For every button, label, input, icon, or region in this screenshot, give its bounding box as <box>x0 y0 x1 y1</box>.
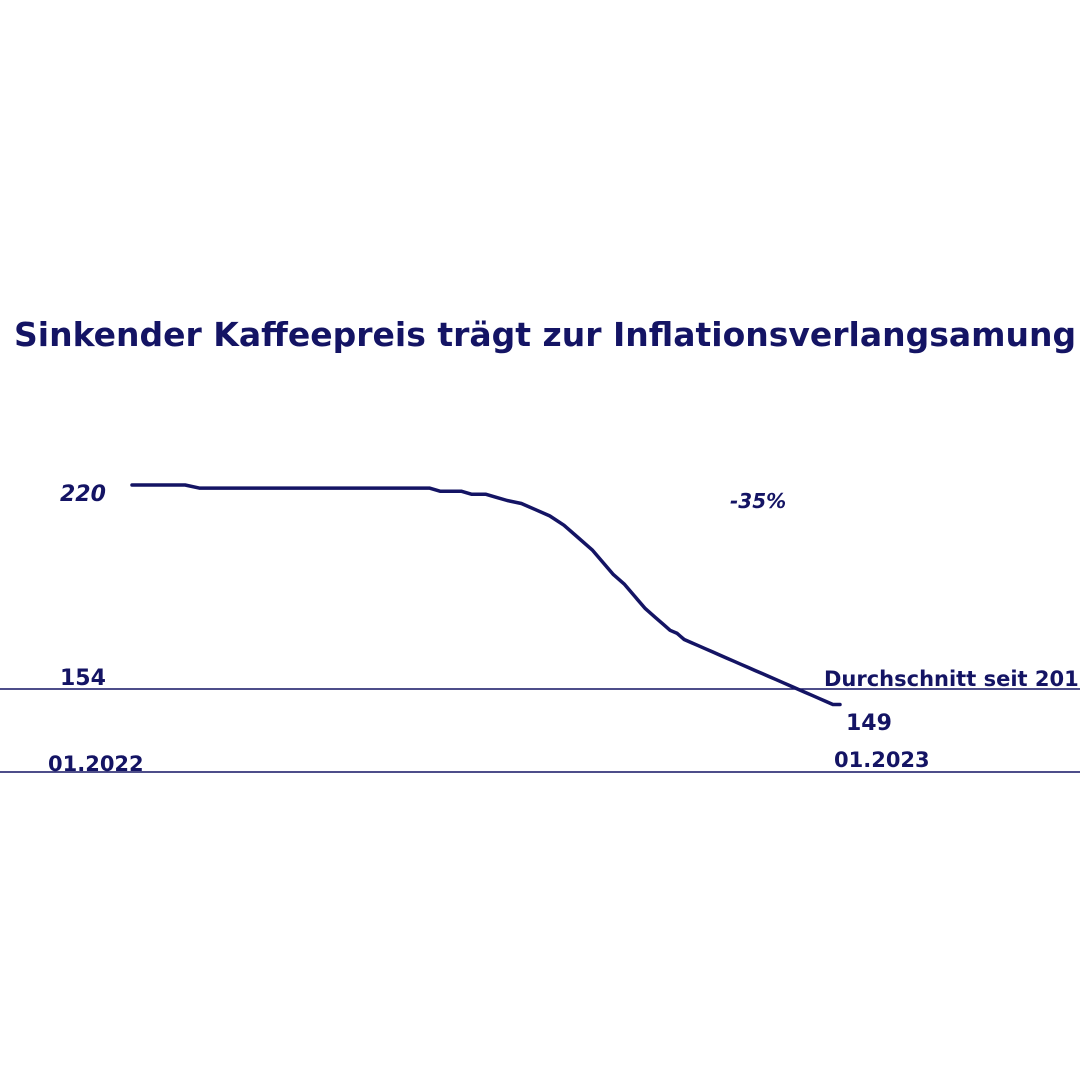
price-series-line <box>130 483 842 707</box>
chart-title: Sinkender Kaffeepreis trägt zur Inflatio… <box>14 315 1080 354</box>
reference-value-label: 154 <box>60 666 106 691</box>
x-start-label: 01.2022 <box>48 752 144 776</box>
reference-line-label: Durchschnitt seit 2011 <box>824 667 1080 691</box>
start-value-label: 220 <box>60 482 106 507</box>
end-value-label: 149 <box>846 711 892 736</box>
x-end-label: 01.2023 <box>834 748 930 772</box>
change-label: -35% <box>730 489 786 513</box>
